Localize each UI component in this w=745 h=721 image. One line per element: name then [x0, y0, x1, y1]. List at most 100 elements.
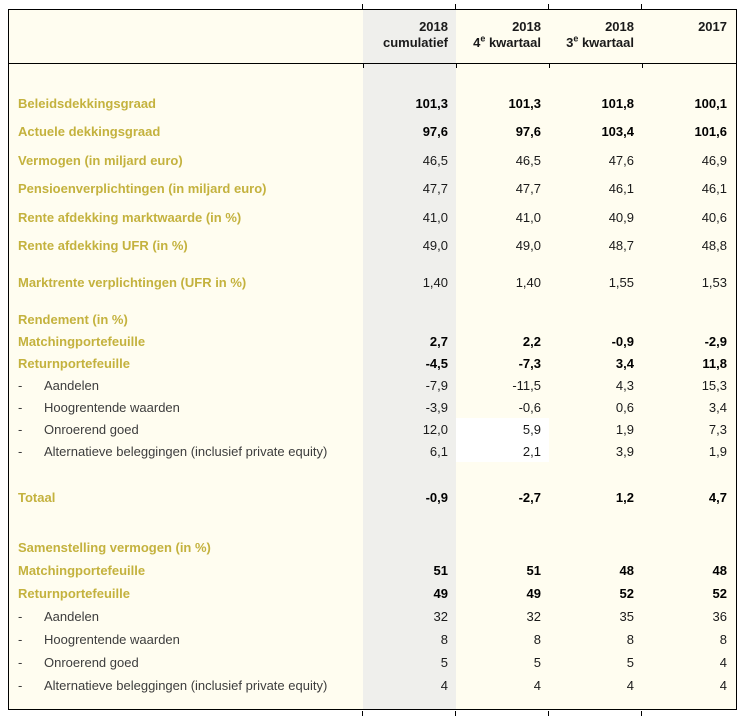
value-cell: 49,0	[515, 238, 541, 254]
row-label-text: Rendement (in %)	[18, 311, 128, 327]
row-label-text: Pensioenverplichtingen (in miljard euro)	[18, 181, 267, 197]
column-header-period: 3e kwartaal	[549, 34, 634, 51]
row-label-text: Hoogrentende waarden	[44, 399, 180, 415]
value-cell: 49	[433, 586, 448, 601]
table-row: Rente afdekking marktwaarde (in %) 41,0 41…	[9, 203, 736, 232]
value-cell: 5,9	[456, 418, 549, 440]
table-row: Vermogen (in miljard euro) 46,5 46,5 47,6 46…	[9, 146, 736, 175]
value-cell	[642, 308, 735, 330]
column-tick	[548, 711, 549, 716]
value-cell: 47,6	[608, 152, 634, 168]
row-label-text: Onroerend goed	[44, 421, 139, 437]
value-cell: 4,3	[615, 377, 634, 393]
value-cell	[549, 308, 642, 330]
table-row: - Alternatieve beleggingen (inclusief pri…	[9, 674, 736, 697]
row-label: Rente afdekking UFR (in %)	[9, 238, 363, 253]
value-cell: 1,55	[608, 274, 634, 290]
value-cell	[363, 536, 456, 559]
value-cell	[549, 536, 642, 559]
row-label: Actuele dekkingsgraad	[9, 124, 363, 139]
table-row: Matchingportefeuille 51 51 48 48	[9, 559, 736, 582]
value-cell: 49,0	[422, 238, 448, 254]
value-cell: 8	[440, 632, 448, 647]
value-cell: 4	[719, 678, 727, 693]
value-cell: 4	[440, 678, 448, 693]
row-label: - Onroerend goed	[9, 655, 363, 670]
row-label: - Aandelen	[9, 609, 363, 624]
value-cell: 101,8	[601, 95, 634, 111]
row-label: Pensioenverplichtingen (in miljard euro)	[9, 181, 363, 196]
row-label: Samenstelling vermogen (in %)	[9, 540, 363, 555]
value-cell: 47,7	[422, 181, 448, 197]
column-tick	[641, 4, 642, 9]
value-cell: 5	[533, 655, 541, 670]
cumulative-column-highlight	[363, 10, 456, 709]
value-cell: 40,6	[701, 209, 727, 225]
value-cell	[363, 308, 456, 330]
table-row: - Alternatieve beleggingen (inclusief pri…	[9, 440, 736, 462]
column-header-period: 4e kwartaal	[456, 33, 541, 51]
column-header-year: 2017	[698, 19, 727, 34]
financial-table: 2018 cumulatief 2018 4e kwartaal 2018 3e kwar…	[8, 9, 737, 710]
value-cell: -4,5	[425, 355, 448, 371]
dash-bullet: -	[18, 443, 23, 459]
column-tick	[362, 4, 363, 9]
row-label: Matchingportefeuille	[9, 334, 363, 349]
value-cell: 2,7	[429, 333, 448, 349]
value-cell: 6,1	[429, 443, 448, 459]
row-label-text: Returnportefeuille	[18, 355, 130, 371]
column-tick	[455, 711, 456, 716]
spacer-row	[9, 296, 736, 308]
table-body: Beleidsdekkingsgraad 101,3 101,3 101,8 100,1…	[9, 64, 736, 697]
dash-bullet: -	[18, 377, 23, 393]
dash-bullet: -	[18, 678, 23, 693]
column-header-text: kwartaal	[578, 35, 634, 50]
value-cell: -3,9	[425, 399, 448, 415]
column-header-text: e	[480, 33, 486, 44]
row-label: - Aandelen	[9, 378, 363, 393]
value-cell: 3,9	[615, 443, 634, 459]
column-header-year: 2018	[605, 19, 634, 34]
value-cell: 5	[440, 655, 448, 670]
table-row: Totaal -0,9 -2,7 1,2 4,7	[9, 485, 736, 509]
row-label-text: Rente afdekking marktwaarde (in %)	[18, 209, 242, 225]
table-row: Samenstelling vermogen (in %)	[9, 536, 736, 559]
value-cell: 1,53	[701, 274, 727, 290]
row-label: Rente afdekking marktwaarde (in %)	[9, 210, 363, 225]
row-label-text: Alternatieve beleggingen (inclusief priv…	[44, 678, 328, 693]
value-cell: 5	[626, 655, 634, 670]
column-header: 2018 3e kwartaal	[549, 10, 642, 51]
column-tick	[642, 64, 643, 68]
row-label-text: Totaal	[18, 489, 56, 505]
value-cell: 41,0	[422, 209, 448, 225]
value-cell: 11,8	[702, 355, 727, 371]
row-label-text: Returnportefeuille	[18, 586, 130, 601]
row-label: Matchingportefeuille	[9, 563, 363, 578]
table-row: Returnportefeuille -4,5 -7,3 3,4 11,8	[9, 352, 736, 374]
column-tick	[363, 64, 364, 68]
spacer-row	[9, 509, 736, 536]
table-row: - Onroerend goed 5 5 5 4	[9, 651, 736, 674]
value-cell: 40,9	[608, 209, 634, 225]
value-cell: 4	[533, 678, 541, 693]
value-cell: -2,7	[518, 489, 541, 505]
table-row: - Aandelen -7,9 -11,5 4,3 15,3	[9, 374, 736, 396]
column-header-year: 2018	[512, 19, 541, 34]
value-cell: 1,9	[615, 421, 634, 437]
table-row: Rendement (in %)	[9, 308, 736, 330]
value-cell: 97,6	[422, 124, 448, 140]
row-label-text: Hoogrentende waarden	[44, 632, 180, 647]
column-header-year: 2018	[419, 19, 448, 34]
value-cell: 3,4	[615, 355, 634, 371]
value-cell: -0,9	[425, 489, 448, 505]
value-cell: 1,2	[615, 489, 634, 505]
value-cell: -0,6	[518, 399, 541, 415]
row-label: - Alternatieve beleggingen (inclusief pri…	[9, 678, 363, 693]
table-row: Rente afdekking UFR (in %) 49,0 49,0 48,7 48…	[9, 232, 736, 261]
value-cell	[456, 536, 549, 559]
row-label: Returnportefeuille	[9, 586, 363, 601]
value-cell: 36	[712, 609, 727, 624]
value-cell: 51	[433, 563, 448, 578]
column-header: 2018 cumulatief	[363, 10, 456, 51]
value-cell: 52	[712, 586, 727, 601]
